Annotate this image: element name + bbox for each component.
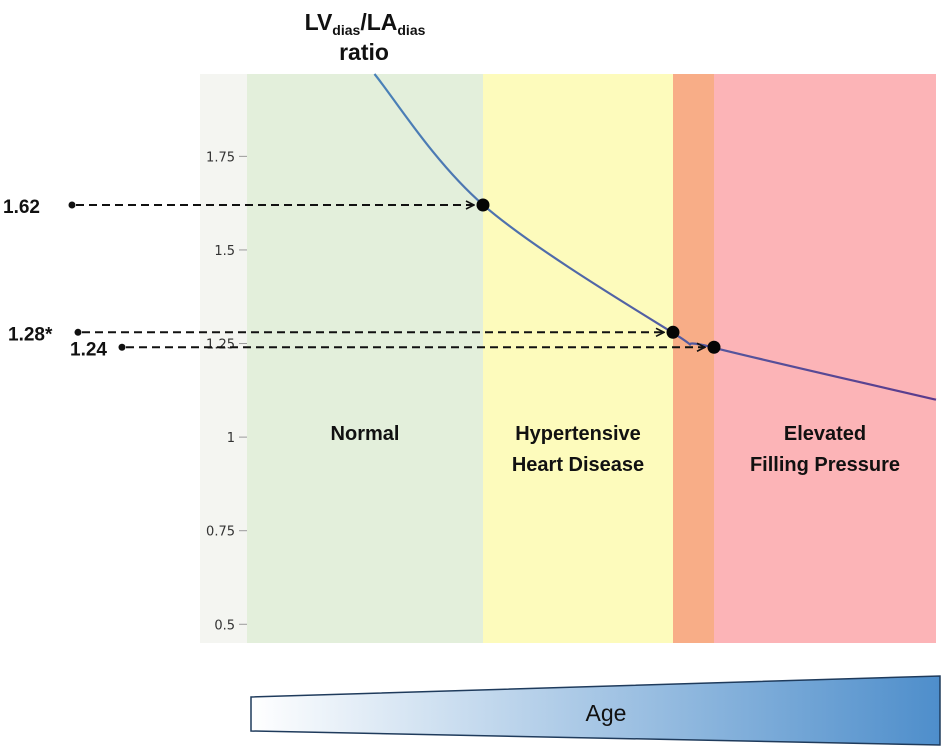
region-transition — [673, 74, 714, 643]
y-tick-label: 0.75 — [206, 525, 235, 540]
age-gradient-wedge — [250, 675, 941, 746]
curve-point-124 — [707, 340, 721, 354]
region-hypertensive — [483, 74, 673, 643]
age-label: Age — [586, 700, 627, 726]
arrow-start-dot-124 — [118, 343, 126, 351]
arrow-start-dot-162 — [68, 201, 76, 209]
region-normal-label: Normal — [331, 423, 400, 445]
y-axis-band — [200, 74, 247, 643]
y-tick-label: 1.25 — [206, 338, 235, 353]
curve-point-162 — [476, 198, 490, 212]
arrow-start-dot-128 — [74, 328, 82, 336]
region-elevated-filling-label: Elevated — [784, 423, 866, 445]
chart-title-line1: LVdias/LAdias — [305, 9, 426, 38]
y-tick-label: 1.5 — [214, 244, 235, 259]
curve-point-128 — [666, 325, 680, 339]
region-elevated-filling — [714, 74, 936, 643]
region-hypertensive-label: Hypertensive — [515, 423, 641, 445]
region-normal — [247, 74, 483, 643]
region-elevated-filling-label: Filling Pressure — [750, 454, 900, 476]
marker-label-128: 1.28* — [8, 324, 53, 345]
region-hypertensive-label: Heart Disease — [512, 454, 644, 476]
y-tick-label: 1.75 — [206, 150, 235, 165]
chart-title-line2: ratio — [339, 39, 389, 65]
y-tick-label: 1 — [227, 431, 235, 446]
y-tick-label: 0.5 — [214, 618, 235, 633]
marker-label-124: 1.24 — [70, 339, 107, 360]
marker-label-162: 1.62 — [3, 197, 40, 218]
